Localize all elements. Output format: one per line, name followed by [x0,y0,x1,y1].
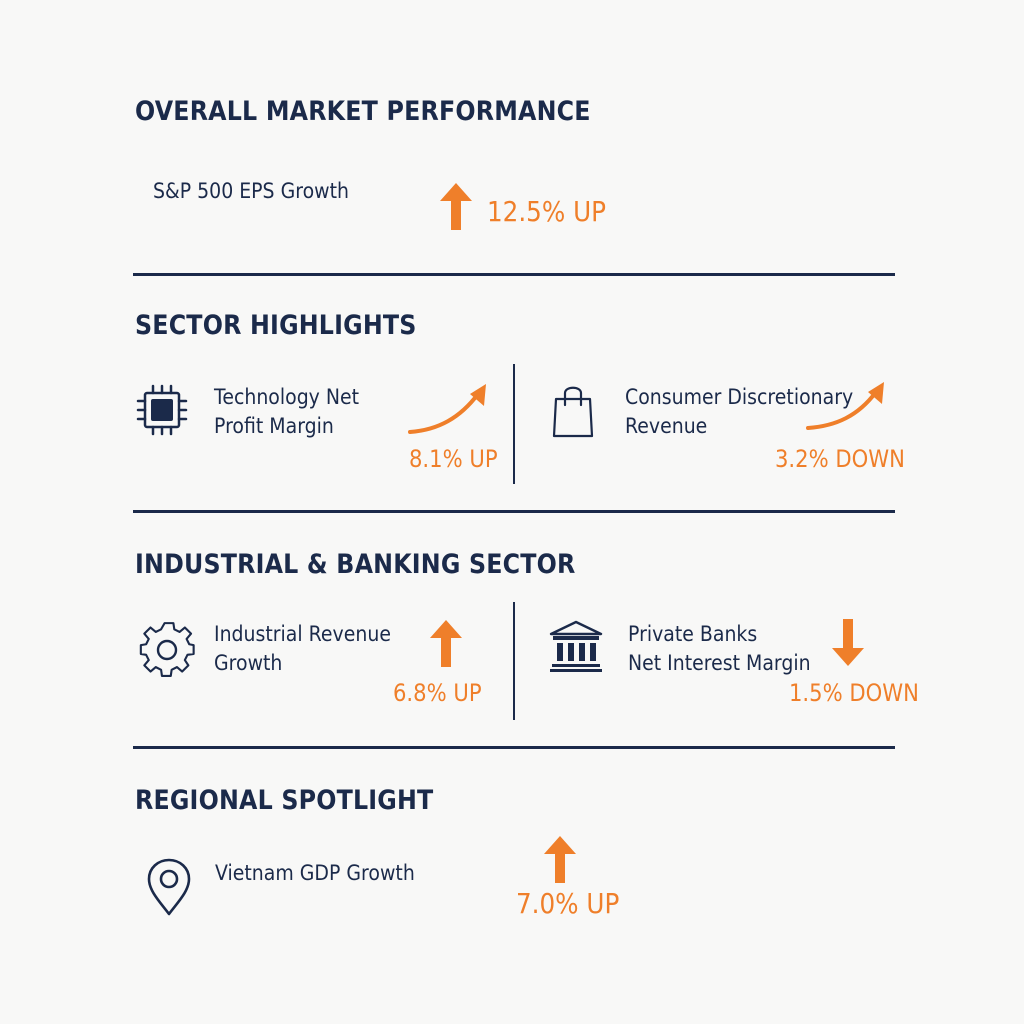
gear-icon [138,621,196,679]
industrial-value: 6.8% UP [393,679,482,707]
sp500-eps-label: S&P 500 EPS Growth [153,179,349,203]
technology-label: Technology Net Profit Margin [214,383,359,441]
arrow-up-icon [440,183,472,231]
regional-heading: REGIONAL SPOTLIGHT [135,785,434,816]
overall-heading: OVERALL MARKET PERFORMANCE [135,96,591,127]
technology-label-line1: Technology Net [214,385,360,409]
bank-icon [549,620,603,672]
consumer-discretionary-value: 3.2% DOWN [775,445,905,473]
divider [133,273,895,276]
divider [133,746,895,749]
curved-arrow-up-icon [408,382,490,436]
private-banks-label: Private Banks Net Interest Margin [628,620,811,678]
technology-label-line2: Profit Margin [214,414,334,438]
vietnam-gdp-value: 7.0% UP [516,887,620,920]
consumer-discretionary-label-line2: Revenue [625,414,708,438]
industrial-label-line1: Industrial Revenue [214,622,391,646]
microchip-icon [136,384,188,436]
industrial-label: Industrial Revenue Growth [214,620,391,678]
shopping-bag-icon [551,383,595,439]
private-banks-label-line1: Private Banks [628,622,758,646]
consumer-discretionary-label-line1: Consumer Discretionary [625,385,854,409]
column-divider [513,602,515,720]
private-banks-label-line2: Net Interest Margin [628,651,811,675]
industrial-banking-heading: INDUSTRIAL & BANKING SECTOR [135,549,576,580]
private-banks-value: 1.5% DOWN [789,679,919,707]
column-divider [513,364,515,484]
arrow-up-icon [430,620,462,668]
location-pin-icon [146,858,192,916]
industrial-label-line2: Growth [214,651,283,675]
curved-arrow-up-icon [806,380,888,434]
divider [133,510,895,513]
sp500-eps-value: 12.5% UP [487,195,607,228]
arrow-up-icon [544,836,576,884]
technology-value: 8.1% UP [409,445,498,473]
arrow-down-icon [832,619,864,667]
sector-highlights-heading: SECTOR HIGHLIGHTS [135,310,417,341]
consumer-discretionary-label: Consumer Discretionary Revenue [625,383,853,441]
vietnam-gdp-label: Vietnam GDP Growth [215,861,415,885]
